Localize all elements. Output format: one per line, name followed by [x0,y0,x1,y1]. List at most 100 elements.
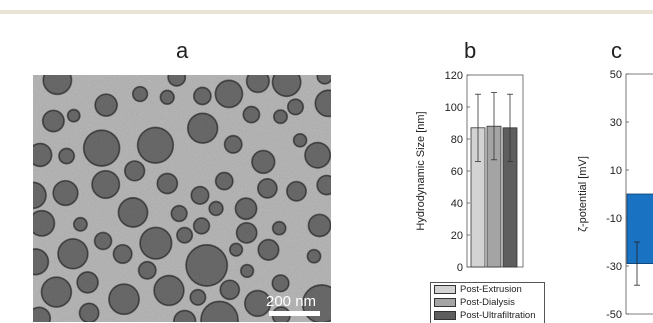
y-tick-label: 40 [451,198,463,210]
y-tick-label: -30 [606,261,622,273]
vesicle-membrane [57,238,89,270]
vesicle [40,276,73,308]
vesicle-membrane [94,232,112,250]
panel-label-a: a [176,38,189,63]
vesicle [200,300,239,322]
cryo-em-micrograph [33,75,331,322]
vesicle-membrane [187,113,218,144]
plot-area: 0 20 40 60 80 100 120 Hydrodynamic Size [nm] [415,70,524,274]
vesicle-membrane [33,248,49,275]
vesicle [136,126,175,164]
vesicle [57,237,89,270]
legend-item-post-dialysis: Post-Dialysis [434,296,544,309]
vesicle [304,141,331,169]
vesicle-membrane [185,244,228,287]
vesicle [189,288,207,306]
vesicle-membrane [200,301,239,322]
vesicle-membrane [118,197,148,228]
vesicle [192,217,211,235]
vesicle [234,197,258,221]
y-tick-label: 60 [451,166,463,178]
legend-swatch-post-extrusion [434,285,456,294]
vesicle-membrane [304,142,331,169]
vesicle-membrane [287,98,304,115]
vesicle [91,169,121,200]
vesicle [153,274,185,307]
y-tick-label: 100 [445,102,463,114]
vesicle [139,226,173,260]
vesicle [108,283,141,316]
vesicle [242,105,261,124]
vesicle [223,134,243,154]
vesicle-membrane [235,197,257,220]
vesicle [307,213,331,238]
y-tick-label: 50 [610,69,622,81]
scale-bar [269,311,320,316]
vesicle [306,248,322,264]
vesicle [271,274,290,293]
y-tick-label: 0 [457,262,463,274]
vesicle-membrane [257,239,280,261]
legend-swatch-post-ultrafiltration [434,311,456,320]
vesicle [257,238,280,261]
vesicle [156,172,179,195]
legend-item-post-extrusion: Post-Extrusion [434,283,544,296]
vesicle [170,204,188,223]
vesicle-membrane [242,106,260,123]
bar-zeta-potential [626,193,653,264]
vesicle-membrane [124,160,145,182]
vesicle-membrane [137,127,174,164]
vesicle-membrane [41,276,72,308]
y-tick-label: 80 [451,134,463,146]
vesicle-membrane [42,75,72,95]
vesicle [256,177,278,199]
vesicle-membrane [193,217,210,235]
vesicle-membrane [236,222,258,244]
y-axis-label: Hydrodynamic Size [nm] [415,111,427,230]
vesicle-membrane [314,89,331,117]
vesicle [33,209,56,237]
vesicle-membrane [67,109,81,123]
vesicle-membrane [132,86,148,102]
vesicle-membrane [176,227,193,244]
vesicle [58,147,76,165]
vesicle [219,279,241,301]
vesicle-membrane [189,289,206,306]
vesicle [190,185,210,205]
vesicle-membrane [224,135,243,154]
vesicle-membrane [302,284,331,322]
vesicle-membrane [316,75,331,85]
vesicle-membrane [156,173,178,194]
vesicle-membrane [94,93,118,117]
vesicle [192,86,212,106]
vesicle [33,248,50,276]
vesicle [245,75,271,94]
vesicle-membrane [193,87,212,105]
scale-bar-label: 200 nm [266,293,317,310]
vesicle-membrane [215,172,234,191]
vesicle-membrane [190,186,210,205]
y-tick-label: 20 [451,230,463,242]
vesicle [72,216,88,232]
vesicle [66,108,81,123]
vesicle-membrane [273,109,288,124]
vesicle [41,109,65,133]
vesicle-membrane [79,303,100,322]
vesicle [292,132,308,148]
vesicle [159,89,175,105]
vesicle-membrane [293,133,307,148]
vesicle-membrane [316,175,331,195]
vesicle [123,160,146,182]
vesicle [76,271,99,294]
vesicle [235,221,258,244]
y-tick-label: 10 [610,165,622,177]
vesicle [208,200,224,217]
vesicle [52,179,79,207]
vesicle [214,79,244,109]
y-tick-label: 30 [610,117,622,129]
vesicle [243,289,272,318]
legend-label-post-extrusion: Post-Extrusion [460,284,522,295]
vesicle [239,263,255,279]
vesicle-membrane [33,307,51,322]
hydrodynamic-size-chart: 0 20 40 60 80 100 120 Hydrodynamic Size [nm] [415,70,524,274]
